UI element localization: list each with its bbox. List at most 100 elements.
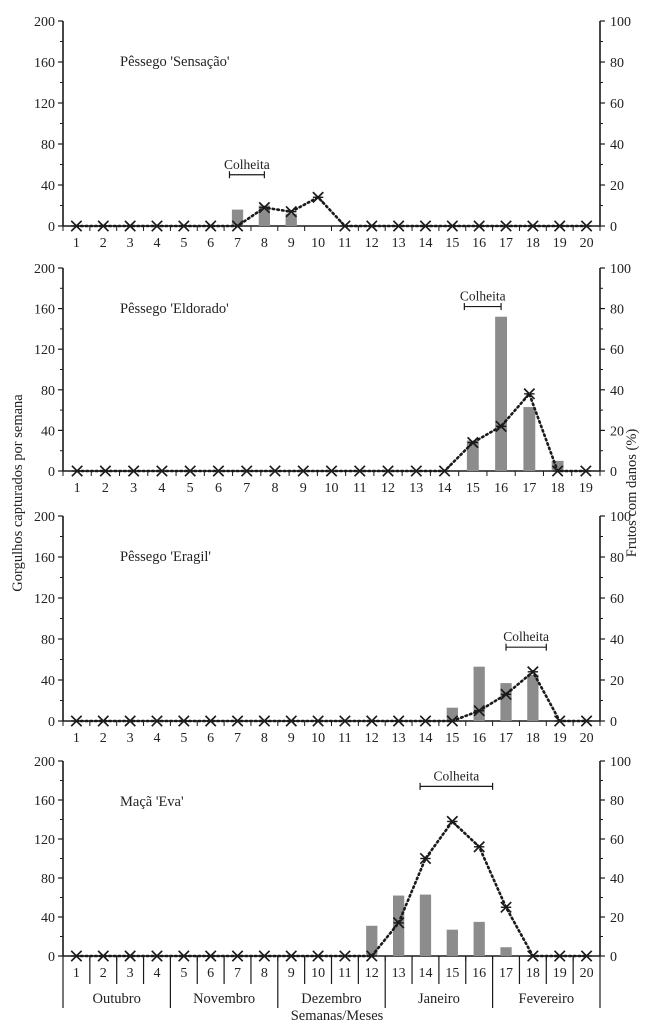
damage-point — [500, 688, 512, 701]
x-tick-label: 6 — [207, 236, 214, 251]
damage-point — [231, 715, 244, 727]
x-tick-label: 9 — [288, 236, 295, 251]
x-tick-label: 10 — [311, 966, 325, 981]
x-tick-label: 19 — [553, 236, 567, 251]
x-tick-label: 6 — [215, 481, 222, 496]
x-tick-label: 3 — [127, 236, 134, 251]
damage-point — [392, 220, 405, 232]
damage-point — [70, 950, 83, 962]
damage-point — [269, 465, 281, 477]
x-tick-label: 12 — [365, 966, 379, 981]
month-label: Novembro — [193, 991, 255, 1007]
damage-point — [178, 715, 190, 727]
month-label: Fevereiro — [519, 991, 575, 1007]
x-tick-label: 3 — [127, 731, 134, 746]
bar — [495, 316, 508, 471]
y-tick-label-left: 120 — [34, 833, 55, 848]
x-tick-label: 9 — [288, 966, 295, 981]
y-tick-label-right: 0 — [610, 715, 617, 730]
damage-point — [446, 815, 459, 828]
damage-point — [258, 201, 271, 214]
x-tick-label: 17 — [522, 481, 536, 496]
harvest-label: Colheita — [503, 629, 549, 644]
y-tick-label-left: 40 — [41, 674, 55, 689]
damage-point — [523, 388, 536, 400]
x-tick-label: 13 — [392, 731, 406, 746]
x-tick-label: 1 — [73, 731, 80, 746]
x-tick-label: 16 — [494, 481, 508, 496]
x-tick-label: 2 — [100, 966, 107, 981]
x-tick-label: 5 — [180, 966, 187, 981]
damage-point — [70, 715, 83, 727]
harvest-label: Colheita — [224, 157, 270, 172]
bar — [473, 666, 485, 721]
y-tick-label-right: 60 — [610, 343, 624, 358]
x-tick-label: 7 — [243, 481, 250, 496]
x-tick-label: 8 — [271, 481, 278, 496]
damage-point — [392, 917, 405, 929]
x-tick-label: 10 — [325, 481, 339, 496]
damage-point — [580, 715, 593, 727]
panel-title: Maçã 'Eva' — [120, 794, 184, 810]
damage-point — [419, 715, 432, 727]
damage-point — [258, 950, 271, 962]
damage-point — [325, 465, 338, 477]
x-tick-label: 15 — [445, 966, 459, 981]
bar — [392, 895, 405, 956]
bar — [419, 894, 432, 956]
damage-point — [312, 950, 324, 962]
damage-point — [156, 465, 168, 477]
y-tick-label-left: 120 — [34, 592, 55, 607]
y-axis-label-right: Frutos com danos (%) — [624, 429, 640, 558]
x-tick-label: 8 — [261, 731, 268, 746]
x-tick-label: 18 — [526, 731, 540, 746]
bar — [551, 460, 564, 471]
damage-point — [151, 220, 163, 232]
y-tick-label-right: 60 — [610, 592, 624, 607]
y-tick-label-left: 200 — [34, 510, 55, 525]
damage-point — [553, 715, 566, 727]
damage-point — [124, 715, 136, 727]
x-tick-label: 9 — [300, 481, 307, 496]
x-tick-label: 16 — [472, 966, 486, 981]
y-tick-label-right: 100 — [610, 262, 631, 277]
damage-point — [500, 220, 512, 232]
x-tick-label: 12 — [365, 731, 379, 746]
damage-point — [97, 715, 110, 727]
x-tick-label: 14 — [438, 481, 452, 496]
x-tick-label: 4 — [153, 966, 160, 981]
x-tick-label: 2 — [100, 731, 107, 746]
x-tick-label: 13 — [392, 966, 406, 981]
y-axis-label-left: Gorgulhos capturados por semana — [10, 394, 26, 592]
damage-point — [127, 465, 140, 477]
x-tick-label: 19 — [579, 481, 593, 496]
x-tick-label: 11 — [338, 236, 351, 251]
x-tick-label: 12 — [381, 481, 395, 496]
damage-point — [285, 205, 298, 218]
x-tick-label: 7 — [234, 731, 241, 746]
x-tick-label: 2 — [100, 236, 107, 251]
damage-point — [419, 220, 432, 232]
y-tick-label-left: 80 — [41, 872, 55, 887]
y-tick-label-left: 160 — [34, 303, 55, 318]
x-tick-label: 9 — [288, 731, 295, 746]
damage-point — [410, 465, 423, 477]
x-tick-label: 18 — [526, 966, 540, 981]
damage-point — [419, 852, 432, 865]
x-tick-label: 1 — [74, 481, 81, 496]
y-tick-label-right: 40 — [610, 384, 624, 399]
damage-point — [99, 465, 112, 477]
harvest-label: Colheita — [433, 768, 479, 783]
damage-point — [124, 950, 136, 962]
x-tick-label: 20 — [580, 966, 594, 981]
damage-point — [204, 715, 217, 727]
damage-point — [495, 420, 507, 433]
y-tick-label-left: 160 — [34, 56, 55, 71]
damage-point — [580, 465, 592, 477]
damage-point — [339, 950, 351, 962]
y-tick-label-left: 40 — [41, 911, 55, 926]
damage-point — [231, 950, 244, 962]
y-tick-label-right: 40 — [610, 633, 624, 648]
